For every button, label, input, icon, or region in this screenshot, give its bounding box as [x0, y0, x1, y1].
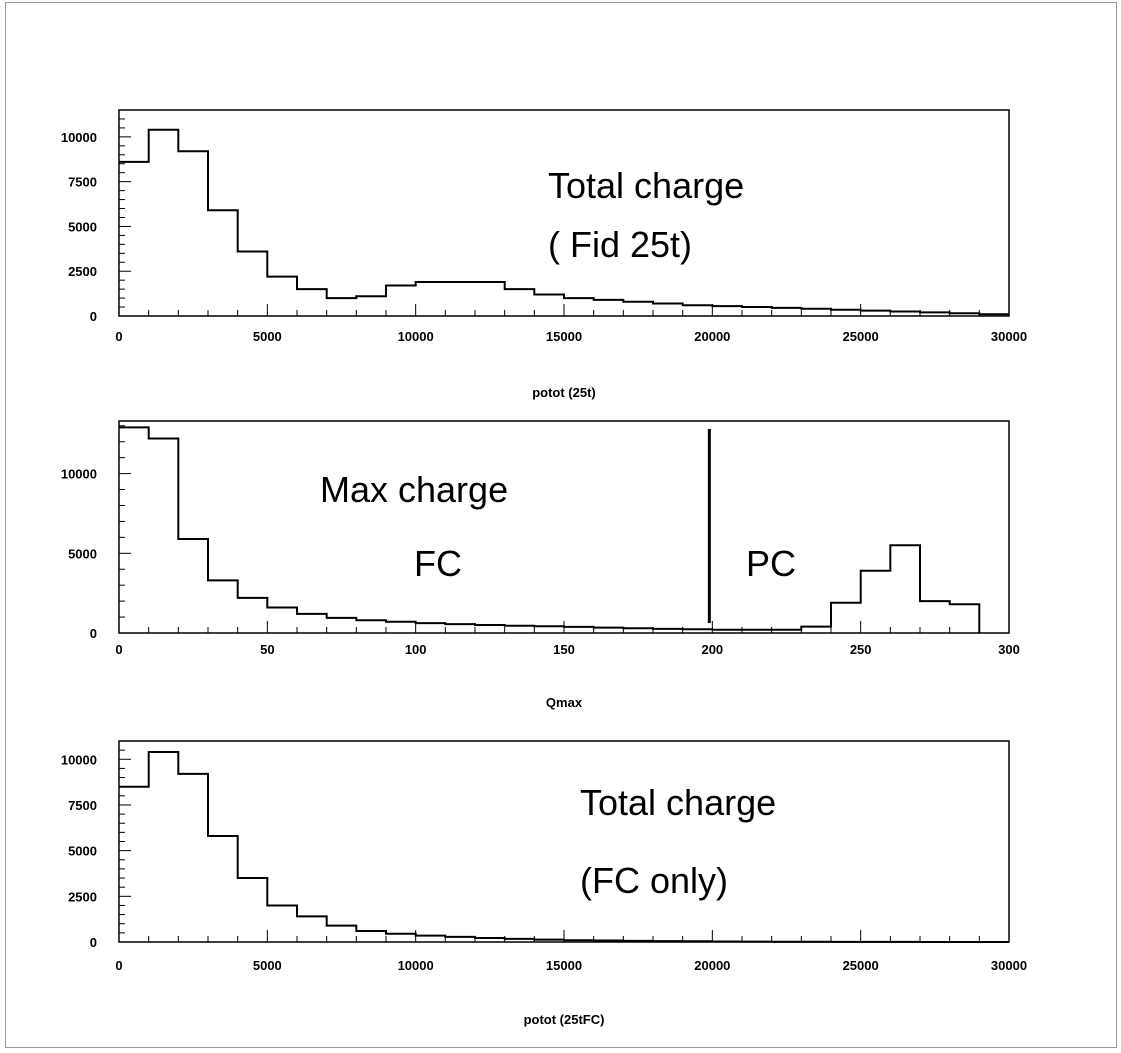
y-tick-label: 7500: [68, 175, 97, 190]
x-tick-label: 300: [998, 642, 1020, 657]
x-tick-label: 10000: [398, 329, 434, 344]
y-tick-label: 2500: [68, 264, 97, 279]
panel-total-charge: 0 5000 10000 15000 20000 25000 30000 0 2500 5000…: [61, 109, 1027, 400]
x-tick-label: 20000: [694, 958, 730, 973]
y-tick-label: 10000: [61, 467, 97, 482]
y-tick-label: 5000: [68, 844, 97, 859]
panel1-x-tick-labels: 0 5000 10000 15000 20000 25000 30000: [115, 329, 1027, 344]
x-tick-label: 100: [405, 642, 427, 657]
panel2-ticks: [118, 425, 1010, 634]
y-tick-label: 0: [90, 935, 97, 950]
y-tick-label: 0: [90, 309, 97, 324]
panel2-histogram-line: [119, 426, 981, 633]
x-tick-label: 150: [553, 642, 575, 657]
x-tick-label: 250: [850, 642, 872, 657]
panel3-x-axis-label: potot (25tFC): [524, 1012, 605, 1027]
panel3-histogram-line: [119, 751, 1009, 943]
y-tick-label: 10000: [61, 752, 97, 767]
panel2-annotation-pc: PC: [746, 543, 796, 584]
panel1-y-tick-labels: 0 2500 5000 7500 10000: [61, 130, 97, 324]
figure-frame: [5, 2, 1117, 1048]
panel2-annotation-fc: FC: [414, 543, 462, 584]
x-tick-label: 30000: [991, 958, 1027, 973]
y-tick-label: 5000: [68, 219, 97, 234]
panel1-ticks: [118, 109, 1010, 317]
x-tick-label: 15000: [546, 958, 582, 973]
panel3-y-tick-labels: 0 2500 5000 7500 10000: [61, 752, 97, 950]
panel1-axes-frame: [118, 109, 1010, 317]
y-tick-label: 0: [90, 626, 97, 641]
x-tick-label: 30000: [991, 329, 1027, 344]
panel2-x-tick-labels: 0 50 100 150 200 250 300: [115, 642, 1019, 657]
panel3-x-tick-labels: 0 5000 10000 15000 20000 25000 30000: [115, 958, 1027, 973]
panel1-annotation-line2: ( Fid 25t): [548, 224, 692, 265]
panel3-annotation-line2: (FC only): [580, 860, 728, 901]
panel2-y-tick-labels: 0 5000 10000: [61, 467, 97, 641]
y-tick-label: 10000: [61, 130, 97, 145]
panel2-annotation-max-charge: Max charge: [320, 469, 508, 510]
panel2-x-axis-label: Qmax: [546, 695, 583, 710]
panel1-histogram-line: [119, 128, 1009, 316]
y-tick-label: 7500: [68, 798, 97, 813]
x-tick-label: 10000: [398, 958, 434, 973]
panel3-annotation-line1: Total charge: [580, 782, 776, 823]
panel3-axes-frame: [118, 740, 1010, 943]
x-tick-label: 0: [115, 329, 122, 344]
panel3-ticks: [118, 740, 1010, 943]
panel-total-charge-fc: 0 5000 10000 15000 20000 25000 30000 0 2500 5000…: [61, 740, 1027, 1027]
panel2-axes-frame: [118, 420, 1010, 634]
x-tick-label: 25000: [843, 958, 879, 973]
y-tick-label: 2500: [68, 889, 97, 904]
x-tick-label: 50: [260, 642, 274, 657]
panel-max-charge: 0 50 100 150 200 250 300 0 5000 10000 Qmax Max c…: [61, 420, 1020, 710]
x-tick-label: 15000: [546, 329, 582, 344]
panel1-x-axis-label: potot (25t): [532, 385, 596, 400]
x-tick-label: 25000: [843, 329, 879, 344]
x-tick-label: 0: [115, 958, 122, 973]
x-tick-label: 0: [115, 642, 122, 657]
x-tick-label: 5000: [253, 329, 282, 344]
y-tick-label: 5000: [68, 546, 97, 561]
x-tick-label: 20000: [694, 329, 730, 344]
panel1-annotation-line1: Total charge: [548, 165, 744, 206]
x-tick-label: 200: [701, 642, 723, 657]
x-tick-label: 5000: [253, 958, 282, 973]
